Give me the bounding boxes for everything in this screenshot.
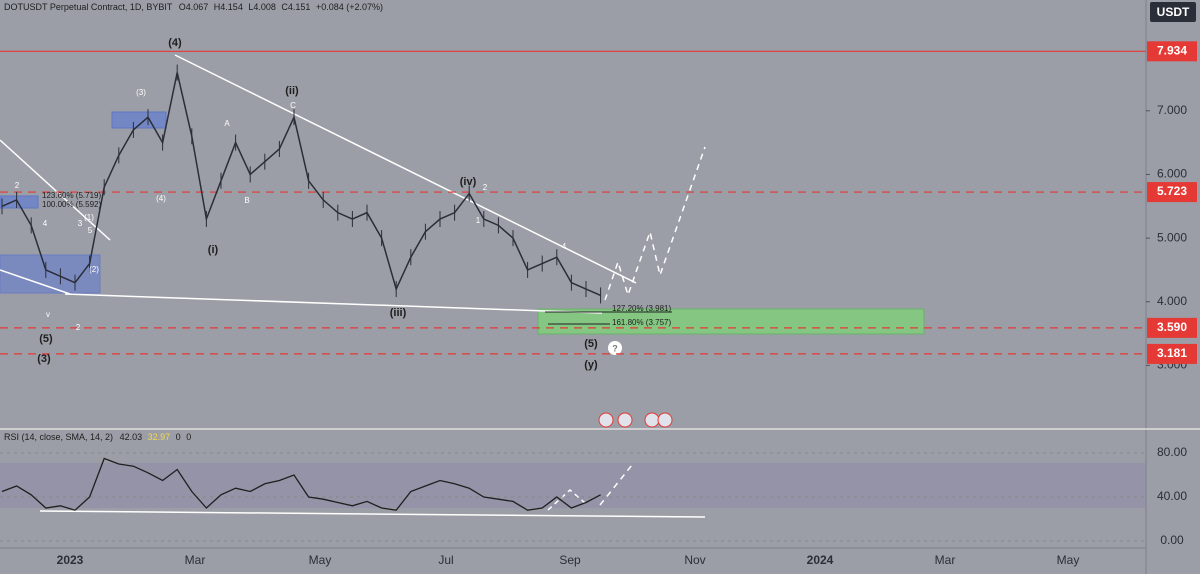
x-tick-label: Mar — [185, 553, 206, 567]
wave-label: 3 — [78, 219, 83, 228]
currency: USDT — [1157, 5, 1190, 19]
price-label-box — [1147, 182, 1197, 203]
wave-label: (4) — [156, 194, 166, 203]
price-label-box — [1147, 41, 1197, 62]
wave-label: 2 — [76, 323, 81, 332]
header: DOTUSDT Perpetual Contract, 1D, BYBIT O4… — [4, 2, 383, 12]
x-tick-label: Sep — [559, 553, 581, 567]
price-label-box — [1147, 343, 1197, 364]
y-tick-label: 4.000 — [1157, 294, 1187, 308]
wave-label: 4 — [562, 242, 567, 251]
wave-label: 5 — [88, 226, 93, 235]
fib-label: 127.20% (3.981) — [612, 304, 671, 313]
zone-box — [0, 195, 39, 209]
wave-label: (5) — [39, 333, 53, 345]
wave-label: (ii) — [285, 85, 299, 97]
wave-label: (4) — [168, 37, 182, 49]
wave-label: (iv) — [460, 176, 477, 188]
rsi-tick-label: 0.00 — [1160, 533, 1184, 547]
y-tick-label: 6.000 — [1157, 167, 1187, 181]
x-tick-label: May — [309, 553, 332, 567]
help-icon-glyph: ? — [612, 343, 618, 353]
help-icon[interactable] — [608, 341, 622, 355]
fib-label: 100.00% (5.592) — [42, 200, 101, 209]
x-tick-label: 2024 — [807, 553, 834, 567]
wave-label: (iii) — [390, 307, 407, 319]
fib-label: 161.80% (3.757) — [612, 318, 671, 327]
wave-label: 1 — [476, 216, 481, 225]
wave-label: (i) — [208, 244, 219, 256]
wave-label: 2 — [15, 181, 20, 190]
wave-label: C — [290, 101, 296, 110]
price-label: 3.590 — [1157, 320, 1187, 334]
wave-label: (2) — [89, 265, 99, 274]
currency-box[interactable] — [1150, 2, 1196, 22]
wave-label: (y) — [584, 359, 598, 371]
wave-label: 4 — [43, 219, 48, 228]
rsi-band — [0, 463, 1146, 508]
rsi-tick-label: 40.00 — [1157, 489, 1187, 503]
wave-label: (5) — [584, 338, 598, 350]
y-tick-label: 5.000 — [1157, 230, 1187, 244]
price-label-box — [1147, 317, 1197, 338]
target-zone — [537, 308, 925, 335]
y-tick-label: 7.000 — [1157, 103, 1187, 117]
wave-label: 2 — [483, 183, 488, 192]
rsi-legend: RSI (14, close, SMA, 14, 2) 42.03 32.97 … — [4, 432, 191, 442]
price-line — [1, 72, 601, 297]
price-label: 5.723 — [1157, 184, 1187, 198]
x-tick-label: Jul — [438, 553, 453, 567]
x-tick-label: May — [1057, 553, 1080, 567]
price-label: 3.181 — [1157, 346, 1187, 360]
wave-label: (3) — [37, 353, 51, 365]
price-scale — [1146, 0, 1200, 574]
wave-label: v — [46, 310, 50, 319]
rsi-line — [1, 457, 601, 511]
event-flags — [598, 412, 673, 428]
x-tick-label: Nov — [684, 553, 705, 567]
wave-label: (1) — [84, 213, 94, 222]
price-label: 7.934 — [1157, 43, 1187, 57]
trendlines — [0, 54, 706, 518]
x-tick-label: 2023 — [57, 553, 84, 567]
fib-label: 123.60% (5.719) — [42, 191, 101, 200]
wave-label: A — [224, 119, 230, 128]
x-tick-label: Mar — [935, 553, 956, 567]
rsi-tick-label: 80.00 — [1157, 445, 1187, 459]
wave-label: B — [244, 196, 249, 205]
wave-label: (3) — [136, 88, 146, 97]
